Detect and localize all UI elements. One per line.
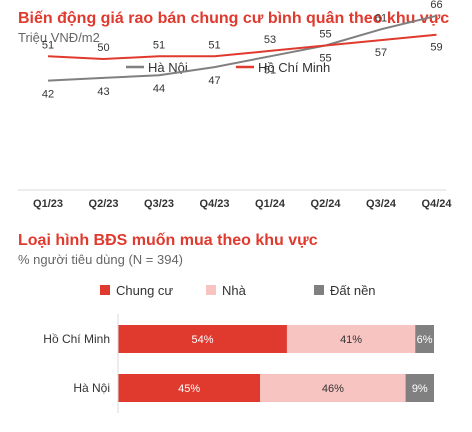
bar-value-label: 45% (178, 383, 200, 395)
x-tick-label: Q4/23 (200, 198, 230, 210)
bar-segment-nha (286, 325, 416, 353)
bar-segment-nha (260, 374, 406, 402)
category-label: Hồ Chí Minh (43, 332, 110, 346)
bar-value-label: 54% (191, 334, 213, 346)
x-tick-label: Q2/23 (89, 198, 119, 210)
bar-segment-chung-cu (118, 374, 261, 402)
series-line-ha-noi (47, 14, 437, 82)
data-label-ha-noi: 42 (42, 89, 54, 101)
bar-value-label: 6% (417, 334, 433, 346)
x-tick-label: Q2/24 (311, 198, 342, 210)
stacked-bar-chart: Chung cư Nhà Đất nền Hồ Chí Minh 54% 41% 6% Hà … (43, 283, 434, 413)
bar-segment-dat-nen (405, 374, 434, 402)
data-label-ha-noi: 43 (97, 86, 109, 98)
legend-swatch-chung-cu (100, 285, 110, 295)
data-label-ho-chi-minh: 51 (42, 39, 54, 51)
legend-label-ho-chi-minh: Hồ Chí Minh (258, 60, 330, 75)
chart-subtitle: % người tiêu dùng (N = 394) (18, 252, 184, 267)
purchase-type-panel: Loại hình BĐS muốn mua theo khu vực % ng… (8, 228, 450, 428)
chart-title: Loại hình BĐS muốn mua theo khu vực (18, 232, 318, 249)
x-tick-label: Q1/24 (255, 198, 286, 210)
data-label-ho-chi-minh: 55 (319, 53, 331, 65)
bar-segment-chung-cu (118, 325, 287, 353)
data-label-ha-noi: 44 (153, 83, 165, 95)
legend-label-ha-noi: Hà Nội (148, 60, 188, 75)
legend-swatch-dat-nen (314, 285, 324, 295)
line-chart: Hà Nội Hồ Chí Minh 42 43 44 47 51 55 61 66 51 50 51 5… (18, 0, 453, 210)
data-label-ho-chi-minh: 57 (375, 47, 387, 59)
category-label: Hà Nội (73, 381, 110, 395)
legend-label-nha: Nhà (222, 283, 247, 298)
chart-subtitle: Triệu VNĐ/m2 (18, 30, 100, 45)
bar-value-label: 46% (322, 383, 344, 395)
chart-title: Biến động giá rao bán chung cư bình quân… (18, 10, 450, 27)
series-line-ho-chi-minh (47, 33, 437, 60)
bar-segment-dat-nen (415, 325, 434, 353)
legend-label-chung-cu: Chung cư (116, 283, 173, 298)
data-label-ho-chi-minh: 59 (430, 42, 442, 54)
bar-value-label: 41% (340, 334, 362, 346)
bar-value-label: 9% (412, 383, 428, 395)
data-label-ho-chi-minh: 50 (97, 42, 109, 54)
data-label-ha-noi: 66 (430, 0, 442, 11)
data-label-ha-noi: 61 (375, 12, 387, 24)
x-tick-label: Q3/24 (366, 198, 397, 210)
x-tick-label: Q4/24 (422, 198, 453, 210)
legend-swatch-nha (206, 285, 216, 295)
data-label-ha-noi: 47 (208, 75, 220, 87)
legend-label-dat-nen: Đất nền (330, 283, 376, 298)
price-trend-panel: Biến động giá rao bán chung cư bình quân… (8, 0, 453, 216)
data-label-ho-chi-minh: 51 (208, 39, 220, 51)
data-label-ha-noi: 55 (319, 29, 331, 41)
data-label-ho-chi-minh: 53 (264, 34, 276, 46)
data-label-ho-chi-minh: 51 (153, 39, 165, 51)
data-label-ha-noi: 51 (264, 64, 276, 76)
x-tick-label: Q1/23 (33, 198, 63, 210)
x-tick-label: Q3/23 (144, 198, 174, 210)
